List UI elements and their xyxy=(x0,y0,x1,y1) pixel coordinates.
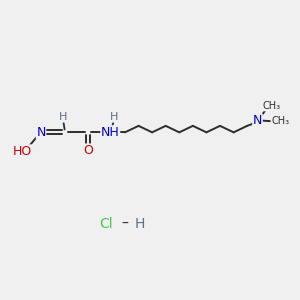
Text: NH: NH xyxy=(101,126,120,139)
Text: –: – xyxy=(122,217,128,231)
Text: HO: HO xyxy=(12,145,32,158)
Text: H: H xyxy=(59,112,67,122)
Text: H: H xyxy=(110,112,118,122)
Text: CH₃: CH₃ xyxy=(262,101,280,111)
Text: CH₃: CH₃ xyxy=(271,116,289,126)
Text: O: O xyxy=(83,144,93,157)
Text: N: N xyxy=(36,126,46,139)
Text: H: H xyxy=(134,217,145,231)
Text: N: N xyxy=(253,114,262,127)
Text: Cl: Cl xyxy=(99,217,112,231)
